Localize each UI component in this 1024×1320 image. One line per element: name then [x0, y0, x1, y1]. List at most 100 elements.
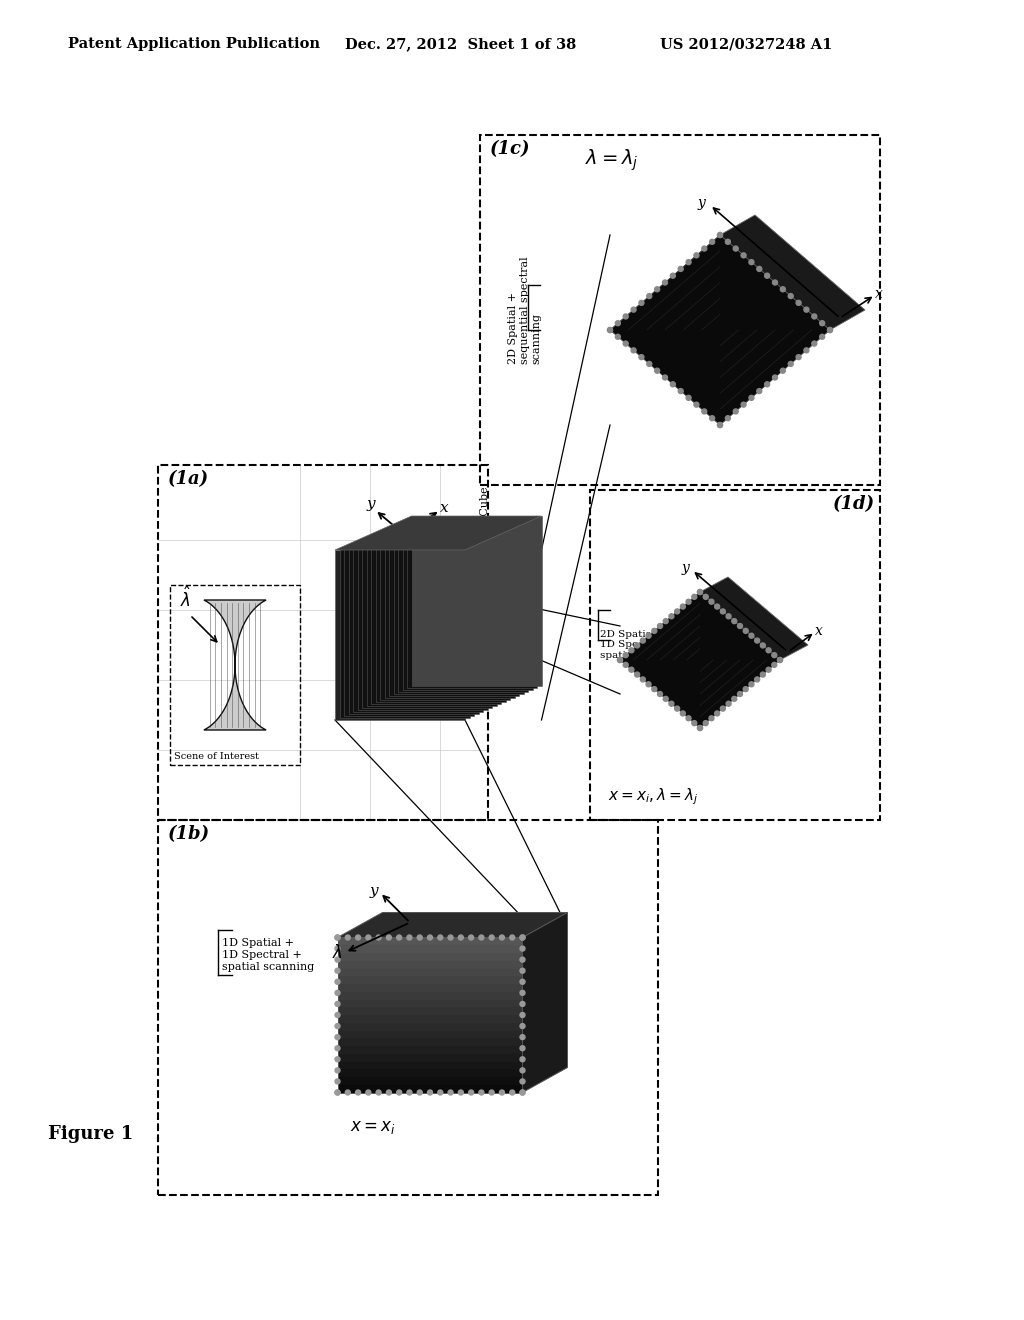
Circle shape: [652, 628, 656, 634]
Polygon shape: [393, 524, 523, 694]
Polygon shape: [412, 516, 542, 686]
Circle shape: [654, 286, 659, 292]
Polygon shape: [398, 521, 528, 692]
Circle shape: [631, 348, 636, 352]
Circle shape: [715, 711, 720, 715]
Polygon shape: [367, 536, 497, 706]
Circle shape: [757, 388, 762, 393]
Circle shape: [697, 590, 702, 594]
Circle shape: [607, 327, 612, 333]
Polygon shape: [338, 1031, 522, 1039]
Text: (1b): (1b): [168, 825, 210, 843]
Circle shape: [489, 935, 495, 940]
Circle shape: [646, 634, 651, 638]
Circle shape: [732, 697, 737, 701]
Polygon shape: [338, 1045, 522, 1053]
Polygon shape: [338, 945, 522, 953]
Circle shape: [479, 935, 484, 940]
Circle shape: [777, 657, 782, 663]
Polygon shape: [620, 591, 780, 729]
Circle shape: [663, 375, 668, 380]
Circle shape: [680, 711, 685, 715]
Polygon shape: [204, 601, 266, 730]
Circle shape: [335, 1090, 340, 1096]
Text: Dec. 27, 2012  Sheet 1 of 38: Dec. 27, 2012 Sheet 1 of 38: [345, 37, 577, 51]
Circle shape: [678, 267, 683, 272]
Circle shape: [772, 280, 777, 285]
Text: 3D Image Cube: 3D Image Cube: [480, 486, 490, 574]
Circle shape: [720, 609, 725, 614]
Circle shape: [510, 935, 515, 940]
Circle shape: [692, 594, 696, 599]
Polygon shape: [389, 525, 519, 696]
Circle shape: [520, 1068, 525, 1073]
Circle shape: [819, 321, 824, 326]
Circle shape: [715, 605, 720, 609]
Circle shape: [663, 280, 668, 285]
Circle shape: [500, 935, 505, 940]
Circle shape: [617, 657, 623, 663]
Circle shape: [624, 663, 628, 668]
Circle shape: [812, 314, 817, 319]
Text: $\lambda$: $\lambda$: [332, 944, 343, 961]
Circle shape: [812, 341, 817, 346]
Circle shape: [703, 594, 709, 599]
Circle shape: [694, 403, 699, 407]
Circle shape: [376, 935, 381, 940]
Circle shape: [777, 657, 782, 663]
Bar: [480, 135, 880, 484]
Circle shape: [725, 239, 730, 244]
Text: $\hat{\lambda}$: $\hat{\lambda}$: [180, 586, 191, 611]
Circle shape: [335, 935, 340, 940]
Polygon shape: [407, 517, 537, 688]
Circle shape: [520, 968, 525, 973]
Circle shape: [335, 946, 340, 952]
Circle shape: [520, 1057, 525, 1061]
Circle shape: [686, 599, 691, 605]
Circle shape: [657, 692, 663, 697]
Circle shape: [733, 409, 738, 414]
Circle shape: [640, 677, 645, 682]
Circle shape: [489, 1090, 495, 1096]
Bar: [158, 820, 658, 1195]
Polygon shape: [522, 912, 567, 1093]
Text: x: x: [815, 624, 823, 638]
Polygon shape: [380, 531, 510, 700]
Circle shape: [703, 721, 709, 726]
Circle shape: [520, 1035, 525, 1040]
Circle shape: [755, 638, 760, 643]
Circle shape: [376, 1090, 381, 1096]
Circle shape: [718, 422, 723, 428]
Polygon shape: [338, 1085, 522, 1093]
Circle shape: [345, 935, 350, 940]
Circle shape: [709, 599, 714, 605]
Text: x: x: [440, 502, 449, 515]
Circle shape: [669, 614, 674, 619]
Circle shape: [726, 614, 731, 619]
Circle shape: [635, 643, 640, 648]
Circle shape: [652, 686, 656, 692]
Circle shape: [671, 381, 676, 387]
Circle shape: [694, 253, 699, 257]
Circle shape: [726, 701, 731, 706]
Circle shape: [796, 355, 801, 359]
Circle shape: [761, 643, 765, 648]
Text: 2D Spatial +
sequential spectral
scanning: 2D Spatial + sequential spectral scannin…: [508, 256, 542, 364]
Circle shape: [686, 260, 691, 264]
Circle shape: [520, 946, 525, 952]
Polygon shape: [344, 546, 474, 715]
Circle shape: [819, 334, 824, 339]
Circle shape: [680, 605, 685, 609]
Circle shape: [737, 692, 742, 697]
Text: 1D Spatial +
1D Spectral +
spatial scanning: 1D Spatial + 1D Spectral + spatial scann…: [222, 939, 314, 972]
Circle shape: [647, 293, 652, 298]
Text: Scene of Interest: Scene of Interest: [174, 752, 259, 762]
Circle shape: [675, 609, 680, 614]
Circle shape: [335, 1057, 340, 1061]
Circle shape: [417, 935, 422, 940]
Text: US 2012/0327248 A1: US 2012/0327248 A1: [660, 37, 833, 51]
Circle shape: [804, 348, 809, 352]
Circle shape: [617, 657, 623, 663]
Circle shape: [510, 1090, 515, 1096]
Text: y: y: [370, 883, 379, 898]
